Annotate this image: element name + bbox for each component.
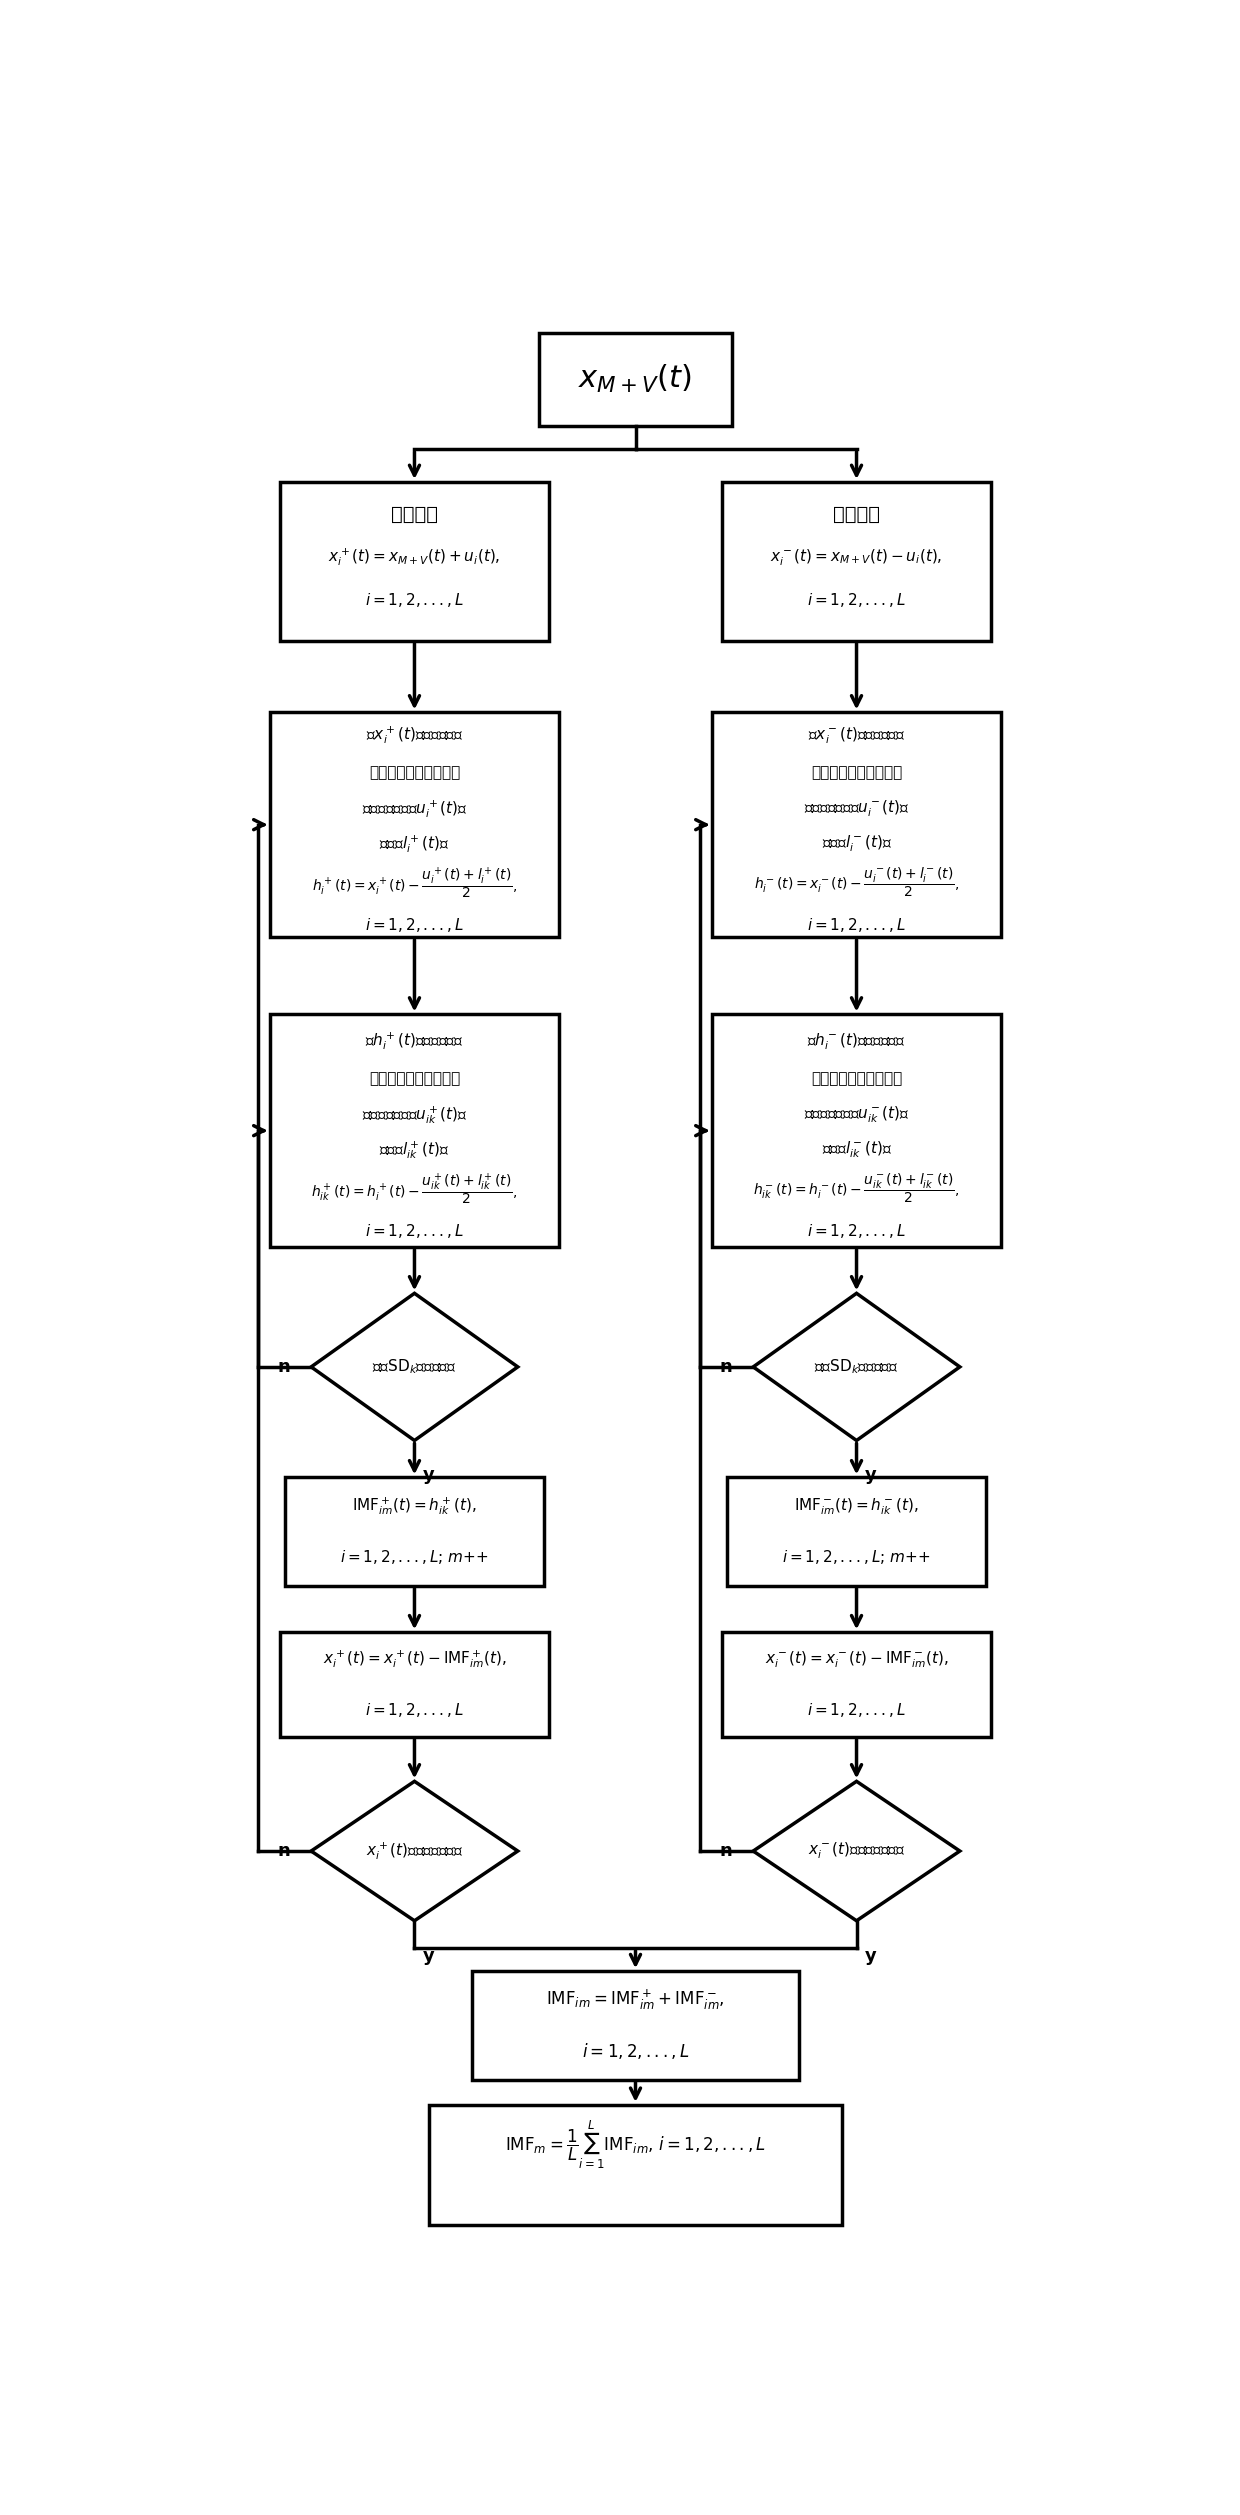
Text: 找$h_i^+(t)$局部最大值最: 找$h_i^+(t)$局部最大值最	[366, 1031, 464, 1051]
Text: $\mathrm{IMF}_{im}^-(t)=h_{ik}^-(t),$: $\mathrm{IMF}_{im}^-(t)=h_{ik}^-(t),$	[794, 1496, 919, 1517]
Text: 小值，进行三次样条插: 小值，进行三次样条插	[811, 1071, 903, 1086]
Text: $i=1,2,...,L$: $i=1,2,...,L$	[807, 1700, 906, 1718]
Text: n: n	[278, 1358, 290, 1376]
Text: y: y	[866, 1947, 877, 1964]
Text: $h_{ik}^-(t)=h_i^-(t)-\dfrac{u_{ik}^-(t)+l_{ik}^-(t)}{2},$: $h_{ik}^-(t)=h_i^-(t)-\dfrac{u_{ik}^-(t)…	[754, 1172, 960, 1205]
Text: $x_i^-(t)=x_i^-(t)-\mathrm{IMF}_{im}^-(t),$: $x_i^-(t)=x_i^-(t)-\mathrm{IMF}_{im}^-(t…	[765, 1650, 949, 1670]
Text: $x_{M+V}(t)$: $x_{M+V}(t)$	[579, 362, 692, 395]
Polygon shape	[753, 1781, 960, 1921]
Bar	[712, 712, 1001, 938]
Text: $\mathrm{IMF}_{im}^+(t)=h_{ik}^+(t),$: $\mathrm{IMF}_{im}^+(t)=h_{ik}^+(t),$	[352, 1496, 477, 1517]
Bar	[429, 2105, 842, 2226]
Text: $i=1,2,...,L$: $i=1,2,...,L$	[807, 915, 906, 936]
Text: 加白噪声: 加白噪声	[391, 506, 438, 523]
Bar	[280, 483, 549, 641]
Text: 下包络$l_{ik}^-(t)$：: 下包络$l_{ik}^-(t)$：	[822, 1139, 892, 1159]
Bar	[270, 712, 559, 938]
Text: 小值，进行三次样条插: 小值，进行三次样条插	[811, 765, 903, 780]
Text: y: y	[423, 1466, 435, 1484]
Text: 值，获得上包络$u_{ik}^+(t)$和: 值，获得上包络$u_{ik}^+(t)$和	[362, 1104, 467, 1127]
Text: $h_i^-(t)=x_i^-(t)-\dfrac{u_i^-(t)+l_i^-(t)}{2},$: $h_i^-(t)=x_i^-(t)-\dfrac{u_i^-(t)+l_i^-…	[754, 865, 960, 900]
Text: $x_i^-(t)$有一个极值点？: $x_i^-(t)$有一个极值点？	[808, 1841, 905, 1861]
Bar	[472, 1972, 799, 2080]
Text: y: y	[866, 1466, 877, 1484]
Text: 满足SD$_k$终止条件？: 满足SD$_k$终止条件？	[815, 1358, 899, 1376]
Text: 减白噪声: 减白噪声	[833, 506, 880, 523]
Bar	[539, 332, 732, 425]
Bar	[270, 1014, 559, 1247]
Text: n: n	[720, 1358, 733, 1376]
Text: $i=1,2,...,L$; $m$++: $i=1,2,...,L$; $m$++	[782, 1547, 931, 1567]
Text: 下包络$l_i^-(t)$：: 下包络$l_i^-(t)$：	[822, 835, 892, 855]
Text: $i=1,2,...,L$: $i=1,2,...,L$	[365, 1700, 464, 1718]
Text: 下包络$l_{ik}^+(t)$：: 下包络$l_{ik}^+(t)$：	[379, 1139, 449, 1162]
Text: $i=1,2,...,L$: $i=1,2,...,L$	[582, 2040, 689, 2060]
Text: 满足SD$_k$终止条件？: 满足SD$_k$终止条件？	[372, 1358, 456, 1376]
Text: 值，获得上包络$u_i^-(t)$和: 值，获得上包络$u_i^-(t)$和	[804, 800, 909, 820]
Polygon shape	[311, 1293, 518, 1441]
Text: 下包络$l_i^+(t)$：: 下包络$l_i^+(t)$：	[379, 832, 449, 855]
Bar	[722, 483, 991, 641]
Text: 小值，进行三次样条插: 小值，进行三次样条插	[368, 765, 460, 780]
Text: 值，获得上包络$u_i^+(t)$和: 值，获得上包络$u_i^+(t)$和	[362, 797, 467, 820]
Polygon shape	[311, 1781, 518, 1921]
Text: $\mathrm{IMF}_{im}=\mathrm{IMF}_{im}^++\mathrm{IMF}_{im}^-,$: $\mathrm{IMF}_{im}=\mathrm{IMF}_{im}^++\…	[546, 1987, 725, 2012]
Text: $i=1,2,...,L$: $i=1,2,...,L$	[807, 591, 906, 609]
Bar	[285, 1476, 544, 1587]
Text: $i=1,2,...,L$: $i=1,2,...,L$	[365, 1222, 464, 1240]
Text: 找$h_i^-(t)$局部最大值最: 找$h_i^-(t)$局部最大值最	[807, 1031, 905, 1051]
Text: y: y	[423, 1947, 435, 1964]
Text: $h_i^+(t)=x_i^+(t)-\dfrac{u_i^+(t)+l_i^+(t)}{2},$: $h_i^+(t)=x_i^+(t)-\dfrac{u_i^+(t)+l_i^+…	[311, 865, 517, 900]
Text: $x_i^+(t)=x_{M+V}(t)+u_i(t),$: $x_i^+(t)=x_{M+V}(t)+u_i(t),$	[329, 546, 501, 568]
Text: n: n	[278, 1841, 290, 1861]
Text: $h_{ik}^+(t)=h_i^+(t)-\dfrac{u_{ik}^+(t)+l_{ik}^+(t)}{2},$: $h_{ik}^+(t)=h_i^+(t)-\dfrac{u_{ik}^+(t)…	[311, 1172, 517, 1207]
Text: $i=1,2,...,L$; $m$++: $i=1,2,...,L$; $m$++	[340, 1547, 489, 1567]
Bar	[280, 1632, 549, 1738]
Text: $x_i^+(t)$有一个极值点？: $x_i^+(t)$有一个极值点？	[366, 1841, 463, 1861]
Text: 值，获得上包络$u_{ik}^-(t)$和: 值，获得上包络$u_{ik}^-(t)$和	[804, 1104, 909, 1124]
Text: $x_i^+(t)=x_i^+(t)-\mathrm{IMF}_{im}^+(t),$: $x_i^+(t)=x_i^+(t)-\mathrm{IMF}_{im}^+(t…	[322, 1647, 506, 1670]
Text: $i=1,2,...,L$: $i=1,2,...,L$	[365, 591, 464, 609]
Text: 找$x_i^-(t)$局部最大值最: 找$x_i^-(t)$局部最大值最	[808, 724, 905, 747]
Text: $\mathrm{IMF}_m=\dfrac{1}{L}\sum_{i=1}^{L}\mathrm{IMF}_{im}$, $i=1,2,...,L$: $\mathrm{IMF}_m=\dfrac{1}{L}\sum_{i=1}^{…	[505, 2120, 766, 2170]
Text: 找$x_i^+(t)$局部最大值最: 找$x_i^+(t)$局部最大值最	[366, 724, 463, 747]
Bar	[727, 1476, 986, 1587]
Text: $i=1,2,...,L$: $i=1,2,...,L$	[807, 1222, 906, 1240]
Text: $x_i^-(t)=x_{M+V}(t)-u_i(t),$: $x_i^-(t)=x_{M+V}(t)-u_i(t),$	[770, 548, 942, 568]
Text: $i=1,2,...,L$: $i=1,2,...,L$	[365, 915, 464, 936]
Text: n: n	[720, 1841, 733, 1861]
Text: 小值，进行三次样条插: 小值，进行三次样条插	[368, 1071, 460, 1086]
Polygon shape	[753, 1293, 960, 1441]
Bar	[722, 1632, 991, 1738]
Bar	[712, 1014, 1001, 1247]
